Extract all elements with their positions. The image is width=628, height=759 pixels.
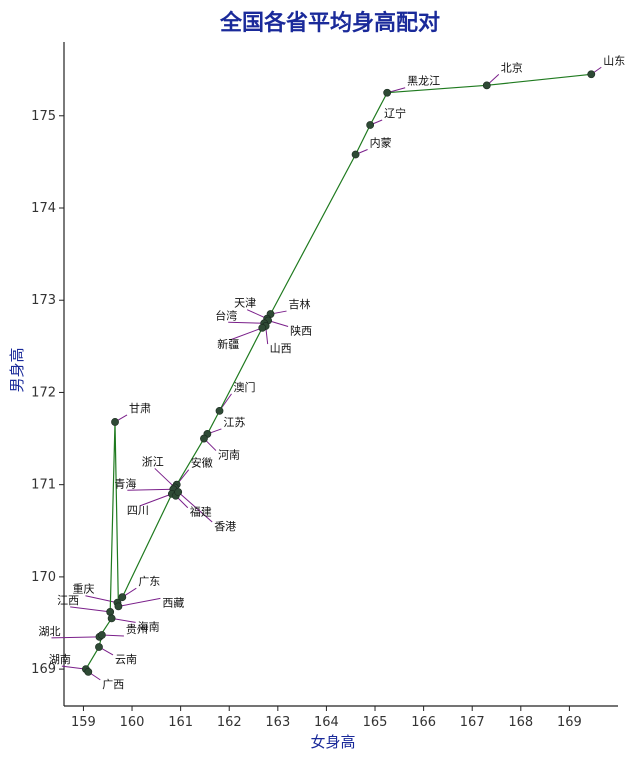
point-贵州 (98, 631, 106, 639)
x-axis-label: 女身高 (310, 733, 355, 751)
point-label: 浙江 (142, 455, 164, 468)
y-tick-label: 174 (31, 201, 56, 216)
point-西藏 (114, 602, 123, 611)
x-tick-label: 161 (168, 715, 193, 730)
point-label: 甘肃 (129, 402, 151, 415)
point-label: 澳门 (234, 380, 256, 394)
y-tick-label: 175 (31, 109, 56, 124)
point-label: 海南 (138, 619, 160, 633)
label-leader (127, 488, 174, 491)
point-label: 湖北 (38, 625, 60, 638)
point-黑龙江 (383, 88, 392, 97)
point-label: 西藏 (162, 596, 184, 609)
point-label: 广东 (138, 575, 160, 588)
point-山东 (587, 70, 596, 79)
point-label: 重庆 (72, 582, 94, 596)
point-广西 (84, 667, 93, 676)
point-河南 (200, 434, 208, 443)
label-leader (51, 636, 100, 639)
label-leader (61, 665, 86, 670)
label-leader (70, 606, 111, 613)
point-label: 贵州 (126, 623, 148, 636)
data-points (81, 70, 596, 676)
point-label: 四川 (127, 504, 149, 517)
y-tick-label: 172 (31, 385, 56, 400)
point-label: 内蒙 (370, 136, 392, 150)
x-tick-label: 166 (411, 715, 436, 730)
label-leader (139, 493, 173, 507)
point-北京 (482, 81, 491, 90)
label-leader (230, 327, 263, 341)
x-tick-label: 162 (217, 715, 242, 730)
label-leader (111, 617, 136, 623)
point-label: 辽宁 (384, 106, 406, 120)
point-label: 湖南 (49, 653, 71, 666)
point-label: 江西 (57, 594, 79, 607)
point-label: 新疆 (217, 337, 239, 351)
point-label: 广西 (102, 678, 124, 691)
point-label: 河南 (218, 449, 240, 462)
point-label: 云南 (115, 653, 137, 666)
y-tick-label: 171 (31, 478, 56, 493)
point-江西 (106, 608, 115, 616)
point-内蒙 (351, 150, 360, 159)
point-label: 吉林 (289, 297, 311, 311)
point-label: 青海 (114, 476, 136, 490)
point-新疆 (258, 323, 267, 332)
point-label: 山东 (603, 54, 625, 67)
point-澳门 (215, 406, 224, 415)
label-leader (118, 597, 161, 607)
point-甘肃 (111, 418, 119, 426)
x-tick-label: 160 (120, 715, 145, 730)
x-tick-label: 168 (508, 715, 533, 730)
x-tick-label: 164 (314, 715, 339, 730)
point-label: 陕西 (290, 324, 312, 338)
series-path (85, 73, 592, 673)
point-海南 (107, 614, 116, 623)
label-leader (177, 491, 213, 523)
point-label: 安徽 (191, 456, 213, 470)
x-tick-label: 169 (557, 715, 582, 730)
x-tick-label: 159 (71, 715, 96, 730)
point-label: 黑龙江 (407, 75, 440, 88)
point-label: 台湾 (215, 308, 237, 322)
x-tick-label: 163 (265, 715, 290, 730)
point-label: 山西 (270, 342, 292, 355)
point-辽宁 (366, 121, 375, 129)
point-label: 江苏 (223, 416, 245, 429)
point-label: 天津 (234, 297, 256, 310)
x-tick-label: 167 (460, 715, 485, 730)
chart-title: 全国各省平均身高配对 (219, 10, 440, 36)
x-tick-label: 165 (363, 715, 388, 730)
label-leaders (51, 66, 602, 681)
series-line (85, 73, 592, 673)
point-香港 (174, 488, 183, 496)
point-label: 福建 (190, 505, 212, 519)
point-广东 (118, 593, 127, 602)
label-leader (85, 595, 118, 604)
point-label: 北京 (501, 60, 523, 74)
point-云南 (95, 643, 103, 651)
label-leader (228, 321, 265, 324)
point-label: 香港 (214, 520, 236, 533)
y-axis-label: 男身高 (8, 347, 26, 392)
y-tick-label: 170 (31, 570, 56, 585)
y-tick-label: 173 (31, 293, 56, 308)
label-leader (154, 468, 176, 488)
axes: 159 160 161 162 163 164 165 166 167 168 169 169 170 1… (31, 42, 618, 730)
y-tick-label: 169 (31, 662, 56, 677)
